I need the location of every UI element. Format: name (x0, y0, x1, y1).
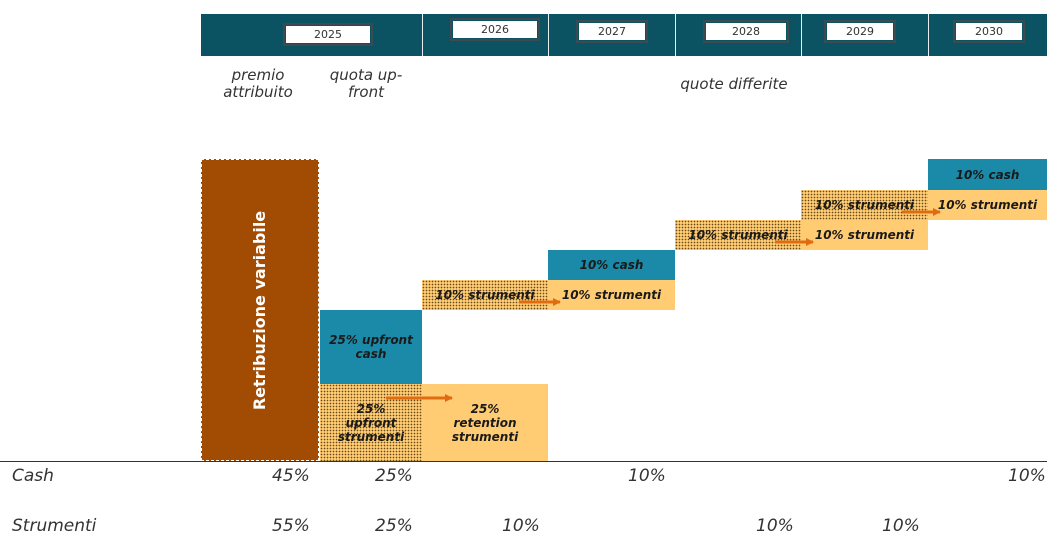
label-quota-upfront: quota up-front (329, 66, 403, 101)
label-quote-differite: quote differite (680, 75, 788, 93)
baseline (0, 461, 1047, 462)
year-2028: 2028 (703, 20, 789, 43)
strumenti-2029-box: 10% strumenti (801, 220, 928, 250)
cash-value-2025-upfront: 25% (375, 466, 413, 486)
strumenti-2030-box: 10% strumenti (928, 190, 1047, 220)
strumenti-value-2025-premio: 55% (272, 516, 310, 536)
header-separator (928, 14, 929, 56)
header-separator (801, 14, 802, 56)
retention-strumenti-box: 25% retention strumenti (422, 384, 548, 461)
retribuzione-variabile-bar: Retribuzione variabile (201, 159, 319, 461)
strumenti-value-2029: 10% (882, 516, 920, 536)
strumenti-row-label: Strumenti (12, 516, 97, 536)
header-separator (422, 14, 423, 56)
strumenti-2029-dotted-box: 10% strumenti (801, 190, 928, 220)
cash-value-2027: 10% (628, 466, 666, 486)
year-2027: 2027 (576, 20, 648, 43)
label-premio-attribuito: premio attribuito (223, 66, 293, 101)
year-2029: 2029 (824, 20, 896, 43)
strumenti-2028-dotted-box: 10% strumenti (675, 220, 801, 250)
header-separator (548, 14, 549, 56)
strumenti-value-2025-upfront: 25% (375, 516, 413, 536)
upfront-cash-box: 25% upfront cash (320, 310, 422, 384)
strumenti-2027-dotted-box: 10% strumenti (422, 280, 548, 310)
cash-2027-box: 10% cash (548, 250, 675, 280)
cash-value-2030: 10% (1008, 466, 1046, 486)
cash-value-2025-premio: 45% (272, 466, 310, 486)
header-separator (675, 14, 676, 56)
strumenti-2027-box: 10% strumenti (548, 280, 675, 310)
cash-row-label: Cash (12, 466, 54, 486)
strumenti-value-2026: 10% (502, 516, 540, 536)
year-2030: 2030 (953, 20, 1025, 43)
year-2026: 2026 (450, 18, 540, 41)
cash-2030-box: 10% cash (928, 159, 1047, 190)
strumenti-value-2028: 10% (756, 516, 794, 536)
year-2025: 2025 (283, 23, 373, 46)
